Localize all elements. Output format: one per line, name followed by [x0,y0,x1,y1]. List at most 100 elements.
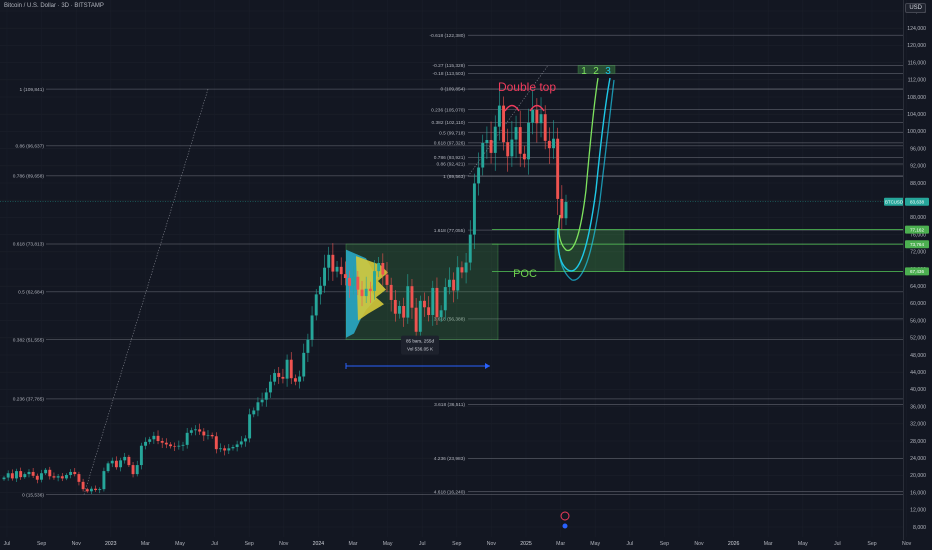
price-tag-bg [905,267,929,276]
y-tick-label: 112,000 [908,78,926,84]
price-tag-bg [905,197,929,206]
candle-body [560,198,564,219]
x-tick-label: Mar [141,541,150,547]
x-tick-label: Nov [72,541,82,547]
x-tick-label: Jul [419,541,426,547]
x-tick-label: Nov [279,541,289,547]
candle-body [10,473,14,479]
measure-arrow-right-icon [485,363,490,369]
candle-body [481,143,485,168]
candle-body [493,126,497,153]
trend-line-dotted [83,88,209,495]
projection-label-1: 1 [581,66,587,77]
candle-body [518,127,522,154]
candle-body [285,359,289,379]
candle-body [547,140,551,149]
candle-body [44,469,48,474]
candle-body [273,373,277,382]
fib-label-right: 0.786 (93,921) [434,155,466,161]
x-tick-label: Sep [660,541,669,547]
y-tick-label: 80,000 [910,215,926,221]
candle-body [135,465,139,475]
candle-body [94,488,98,491]
fib-label-right: 0 (109,854) [440,87,465,93]
candle-body [314,294,318,316]
candle-body [173,446,177,447]
y-tick-label: 32,000 [910,422,926,428]
y-tick-label: 104,000 [907,112,926,118]
x-tick-label: Mar [556,541,565,547]
measure-volume-label: Vol 536.05 K [407,347,434,352]
price-tag-value: 67,436 [910,269,924,274]
candle-body [414,307,418,332]
candle-body [506,142,510,157]
symbol-title[interactable]: Bitcoin / U.S. Dollar · 3D · BITSTAMP [4,3,104,9]
poc-zone [554,229,625,272]
candle-body [60,476,64,479]
y-tick-label: 64,000 [910,284,926,290]
candle-body [110,460,114,464]
candle-body [485,140,489,144]
candle-body [19,471,23,478]
fib-label-right: 0.382 (102,110) [431,120,465,126]
candle-body [289,359,293,379]
y-tick-label: 28,000 [910,439,926,445]
x-tick-label: May [383,541,393,547]
projection-label-2: 2 [593,66,599,77]
fib-label-left: 0.5 (62,684) [18,290,44,296]
candle-body [219,448,222,450]
candle-body [227,448,231,451]
candle-body [377,262,381,272]
candle-body [277,373,281,377]
candle-body [177,445,181,447]
candle-body [252,410,256,415]
candle-body [69,471,73,475]
fib-label-right: 3.618 (56,388) [434,317,466,323]
candle-body [531,109,535,123]
candle-body [364,288,368,297]
candle-body [102,471,106,490]
x-tick-label: Jul [626,541,633,547]
x-tick-label: Sep [245,541,254,547]
candle-body [281,376,285,379]
candle-body [2,477,6,480]
candle-body [327,254,331,268]
candle-body [335,266,339,272]
candle-body [318,285,322,295]
fib-label-right: 0.5 (99,718) [439,130,465,136]
candle-body [223,448,227,451]
candle-body [256,402,260,411]
x-tick-label: May [175,541,185,547]
fib-label-right: 1.618 (77,055) [434,228,466,234]
candle-body [427,307,431,316]
candle-body [98,489,102,491]
y-tick-label: 12,000 [910,508,926,514]
y-tick-label: 72,000 [910,250,926,256]
target-zone [577,65,616,74]
candle-body [189,430,193,433]
x-tick-label: 2024 [313,541,325,547]
candle-body [293,378,297,382]
fib-label-left: 0.786 (89,658) [13,174,45,180]
y-tick-label: 48,000 [910,353,926,359]
candle-body [169,444,172,447]
candle-body [56,476,60,478]
candle-body [356,276,360,290]
candle-body [148,439,152,442]
y-tick-label: 120,000 [907,43,926,49]
candle-body [243,438,247,442]
x-tick-label: Nov [694,541,704,547]
candle-body [402,305,406,318]
y-tick-label: 24,000 [910,456,926,462]
y-tick-label: 8,000 [913,525,926,531]
candle-body [52,476,56,478]
candle-body [156,435,160,441]
candle-body [410,286,414,308]
candle-body [81,481,85,490]
currency-button[interactable]: USD [905,3,926,13]
candle-body [77,474,81,482]
x-tick-label: Jul [834,541,841,547]
y-tick-label: 16,000 [910,490,926,496]
candle-body [439,310,443,318]
